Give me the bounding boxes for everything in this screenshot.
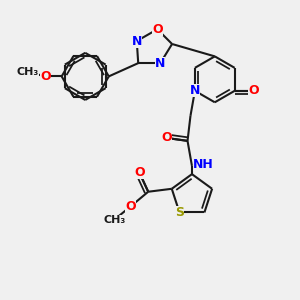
Text: CH₃: CH₃ (103, 215, 125, 225)
Text: O: O (125, 200, 136, 213)
Text: S: S (175, 206, 184, 219)
Text: CH₃: CH₃ (17, 67, 39, 77)
Text: O: O (134, 166, 145, 179)
Text: N: N (132, 34, 142, 48)
Text: N: N (190, 84, 200, 97)
Text: O: O (40, 70, 51, 83)
Text: N: N (155, 57, 166, 70)
Text: O: O (248, 84, 259, 97)
Text: NH: NH (193, 158, 214, 171)
Text: O: O (161, 131, 172, 144)
Text: O: O (152, 23, 163, 36)
